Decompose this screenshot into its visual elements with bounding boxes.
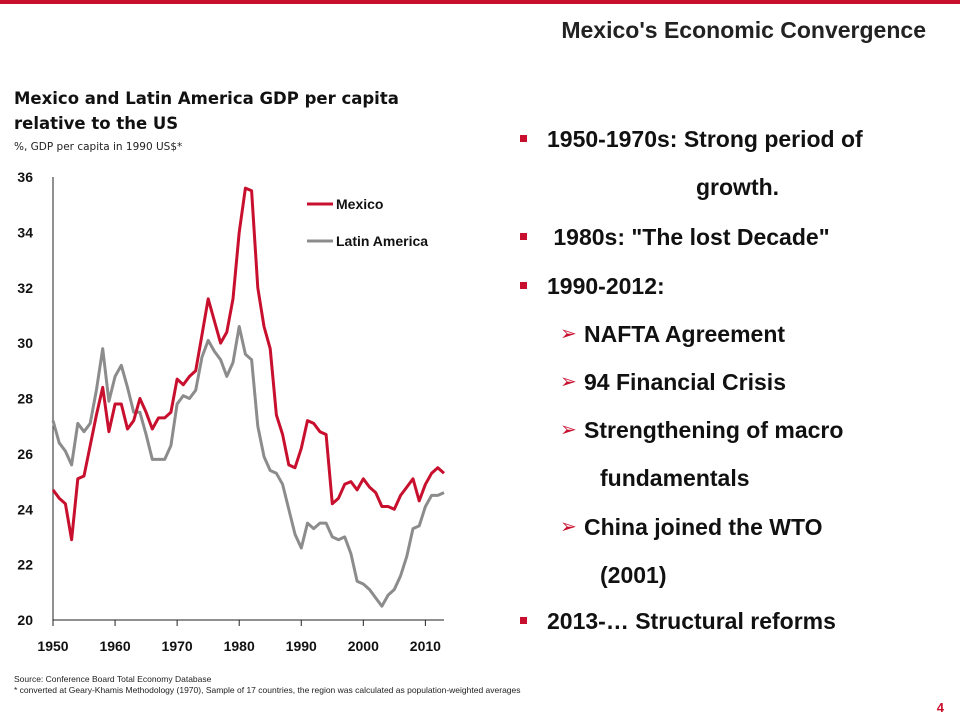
bullet-text: 1950-1970s: Strong period of — [547, 126, 863, 152]
x-tick-label: 2010 — [410, 638, 441, 654]
square-bullet-icon — [520, 233, 527, 241]
arrow-bullet-icon: ➢ — [560, 371, 577, 394]
x-tick-label: 1980 — [224, 638, 255, 654]
square-bullet-icon — [520, 282, 527, 290]
chart-subtitle: %, GDP per capita in 1990 US$* — [14, 141, 183, 153]
bullet-item: fundamentals — [600, 465, 750, 492]
y-tick-label: 24 — [17, 501, 33, 517]
x-tick-label: 1950 — [37, 638, 68, 654]
y-tick-label: 36 — [17, 169, 33, 185]
y-tick-label: 28 — [17, 391, 33, 407]
y-tick-label: 26 — [17, 446, 33, 462]
y-tick-label: 22 — [17, 557, 33, 573]
header-accent-rule — [0, 0, 960, 4]
bullet-item: ➢ China joined the WTO — [560, 514, 823, 541]
square-bullet-icon — [520, 135, 527, 143]
x-tick-label: 1990 — [286, 638, 317, 654]
legend-label: Mexico — [336, 196, 383, 212]
series-line-latin-america — [51, 325, 445, 608]
bullet-text: China joined the WTO — [584, 514, 823, 540]
bullet-text: Strengthening of macro — [584, 417, 844, 443]
bullet-text: NAFTA Agreement — [584, 321, 786, 347]
x-tick-label: 1960 — [99, 638, 130, 654]
bullet-item: growth. — [696, 174, 779, 201]
source-line: Source: Conference Board Total Economy D… — [14, 674, 212, 684]
bullet-item: 1950-1970s: Strong period of — [520, 126, 863, 153]
y-tick-label: 32 — [17, 280, 33, 296]
slide-title: Mexico's Economic Convergence — [561, 17, 926, 43]
bullet-text: 1990-2012: — [547, 273, 665, 299]
chart-title: Mexico and Latin America GDP per capita … — [14, 89, 399, 133]
bullet-item: (2001) — [600, 562, 666, 589]
bullet-text: 2013-… Structural reforms — [547, 608, 836, 634]
bullet-text: fundamentals — [600, 465, 750, 491]
legend-label: Latin America — [336, 233, 428, 249]
source-footnote: Source: Conference Board Total Economy D… — [14, 674, 554, 696]
bullet-item: 2013-… Structural reforms — [520, 608, 836, 635]
bullet-item: ➢ Strengthening of macro — [560, 417, 843, 444]
bullet-text: 1980s: "The lost Decade" — [547, 224, 830, 250]
bullet-item: 1990-2012: — [520, 273, 665, 300]
arrow-bullet-icon: ➢ — [560, 516, 577, 539]
series-line-mexico — [51, 186, 446, 542]
bullet-text: (2001) — [600, 562, 667, 588]
bullet-item: ➢ NAFTA Agreement — [560, 321, 785, 348]
y-tick-label: 20 — [17, 612, 33, 628]
x-tick-label: 2000 — [348, 638, 379, 654]
bullet-item: ➢ 94 Financial Crisis — [560, 369, 786, 396]
y-tick-label: 34 — [17, 224, 33, 240]
square-bullet-icon — [520, 617, 527, 625]
page-number: 4 — [936, 700, 944, 715]
methodology-note: * converted at Geary-Khamis Methodology … — [14, 685, 521, 695]
bullet-text: growth. — [696, 174, 780, 200]
y-tick-label: 30 — [17, 335, 33, 351]
arrow-bullet-icon: ➢ — [560, 419, 577, 442]
arrow-bullet-icon: ➢ — [560, 323, 577, 346]
bullet-item: 1980s: "The lost Decade" — [520, 224, 830, 251]
x-tick-label: 1970 — [162, 638, 193, 654]
bullet-text: 94 Financial Crisis — [584, 369, 786, 395]
